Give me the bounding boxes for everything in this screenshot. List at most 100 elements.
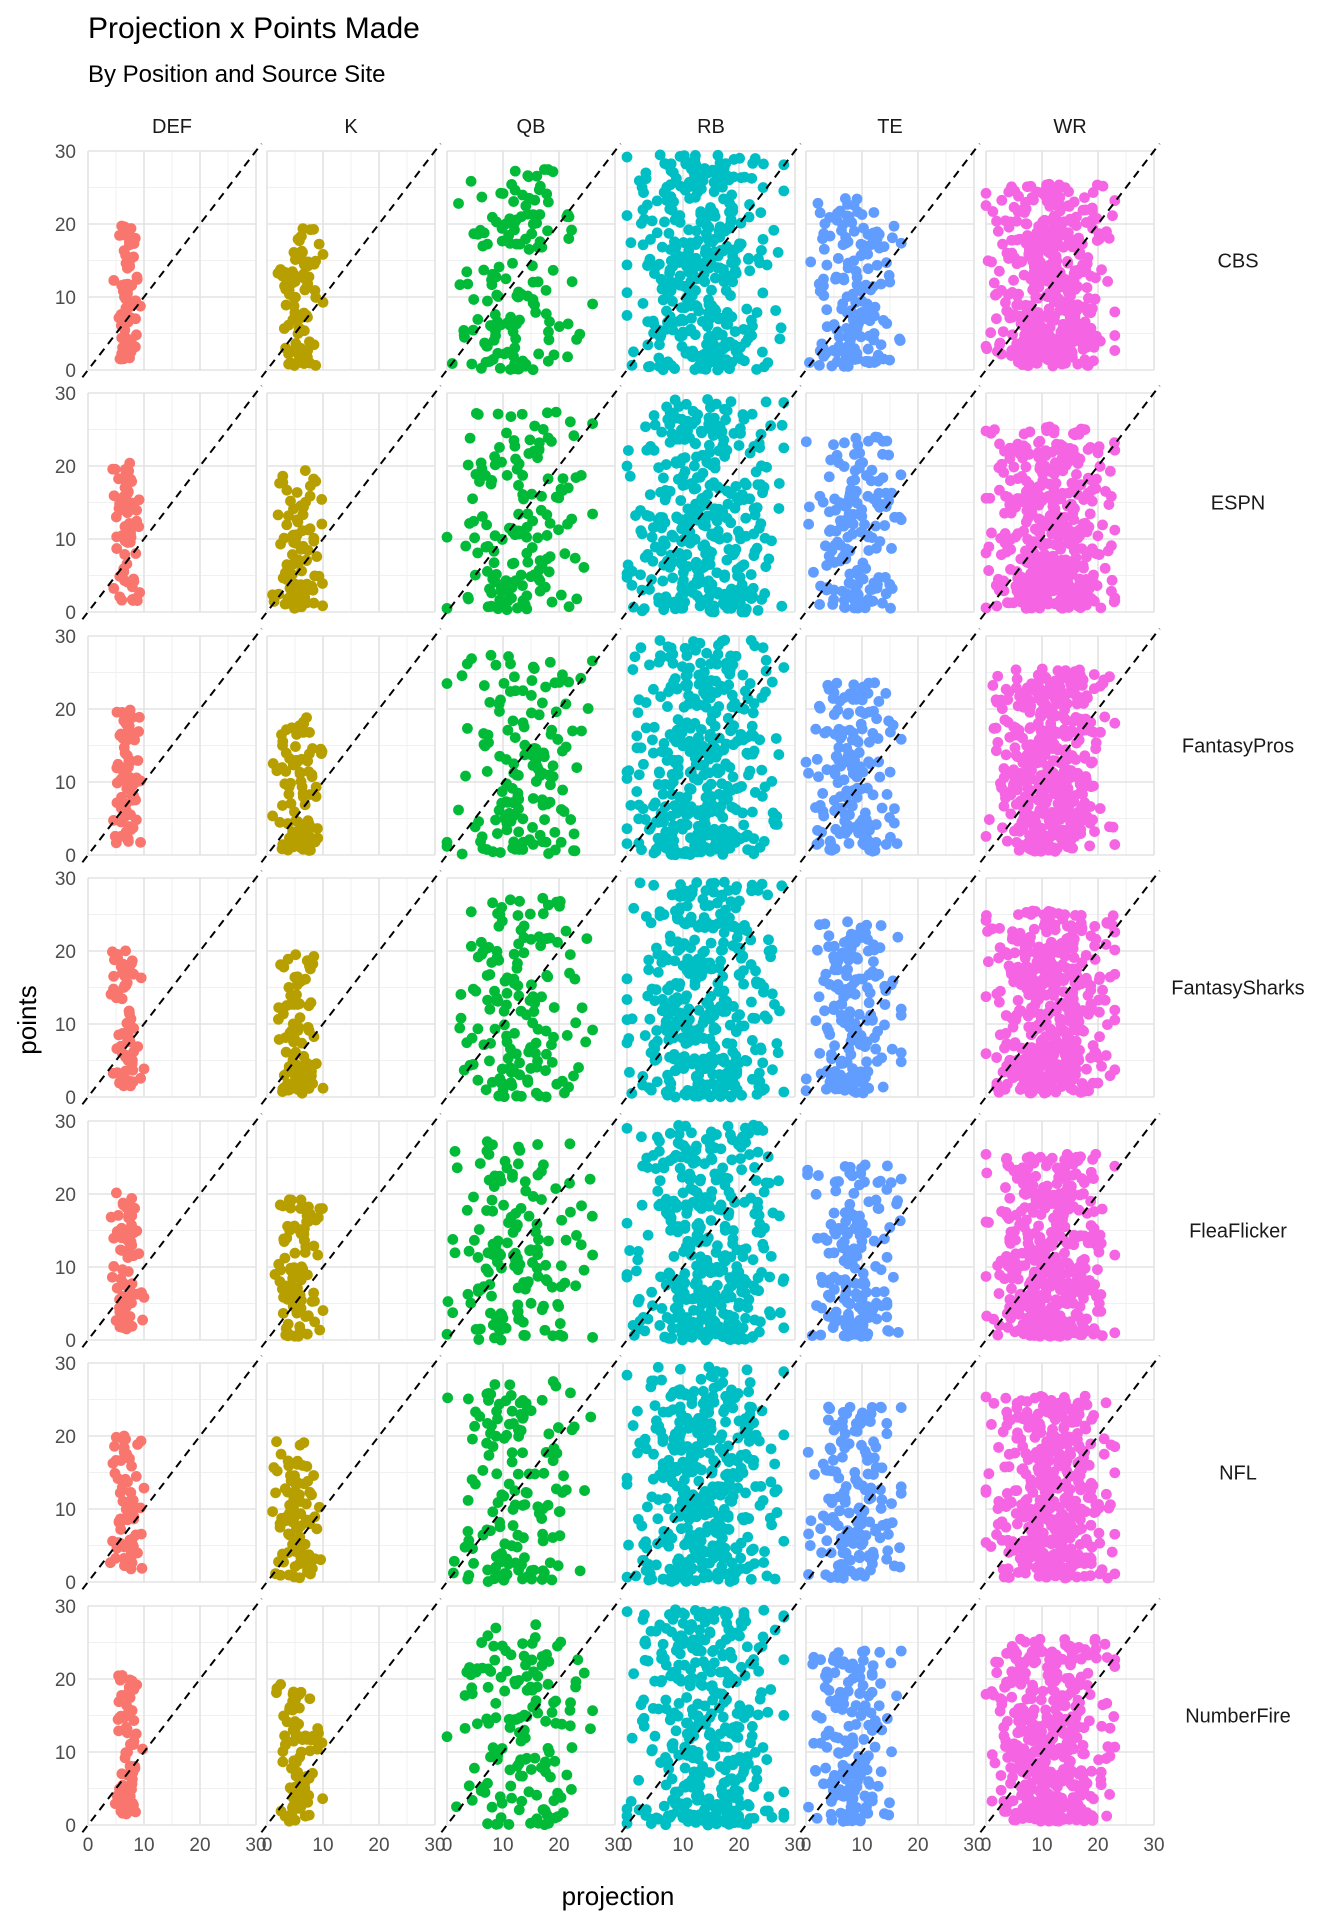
data-point-wr: [1028, 195, 1039, 206]
data-point-wr: [1016, 256, 1027, 267]
data-point-rb: [639, 603, 650, 614]
panel-cbs-k: [261, 144, 440, 378]
data-point-qb: [505, 658, 516, 669]
data-point-te: [814, 1048, 825, 1059]
data-point-wr: [1081, 552, 1092, 563]
data-point-rb: [669, 363, 680, 374]
data-point-rb: [622, 260, 633, 271]
data-point-def: [124, 772, 135, 783]
data-point-wr: [1103, 499, 1114, 510]
data-point-rb: [721, 285, 732, 296]
data-point-qb: [490, 576, 501, 587]
data-point-qb: [477, 463, 488, 474]
data-point-qb: [565, 949, 576, 960]
data-point-rb: [652, 1036, 663, 1047]
panel-fantasypros-wr: [980, 629, 1159, 863]
data-point-qb: [533, 1024, 544, 1035]
data-point-te: [855, 706, 866, 717]
data-point-te: [825, 231, 836, 242]
data-point-rb: [651, 844, 662, 855]
data-point-te: [813, 198, 824, 209]
data-point-def: [122, 537, 133, 548]
data-point-rb: [622, 973, 633, 984]
data-point-rb: [622, 210, 633, 221]
data-point-rb: [676, 314, 687, 325]
data-point-te: [883, 450, 894, 461]
data-point-qb: [497, 236, 508, 247]
data-point-wr: [1082, 282, 1093, 293]
data-point-te: [814, 491, 825, 502]
data-point-wr: [987, 680, 998, 691]
data-point-wr: [1017, 496, 1028, 507]
data-point-qb: [517, 813, 528, 824]
data-point-te: [829, 540, 840, 551]
data-point-te: [832, 208, 843, 219]
data-point-rb: [661, 401, 672, 412]
data-point-qb: [456, 1013, 467, 1024]
data-point-k: [306, 997, 317, 1008]
data-point-te: [839, 520, 850, 531]
data-point-qb: [546, 729, 557, 740]
data-point-def: [113, 759, 124, 770]
data-point-rb: [641, 723, 652, 734]
data-point-rb: [710, 168, 721, 179]
data-point-k: [283, 573, 294, 584]
data-point-qb: [482, 296, 493, 307]
data-point-wr: [1067, 810, 1078, 821]
data-point-qb: [505, 364, 516, 375]
data-point-qb: [527, 516, 538, 527]
y-tick-label: 30: [55, 384, 76, 405]
data-point-rb: [627, 664, 638, 675]
data-point-rb: [659, 217, 670, 228]
data-point-rb: [633, 813, 644, 824]
data-point-qb: [539, 164, 550, 175]
data-point-qb: [581, 933, 592, 944]
data-point-qb: [569, 828, 580, 839]
data-point-qb: [476, 363, 487, 374]
data-point-qb: [498, 1085, 509, 1096]
data-point-te: [874, 502, 885, 513]
data-point-rb: [675, 879, 686, 890]
data-point-wr: [1003, 307, 1014, 318]
data-point-rb: [662, 701, 673, 712]
data-point-wr: [1057, 440, 1068, 451]
data-point-rb: [714, 512, 725, 523]
data-point-qb: [509, 1066, 520, 1077]
data-point-rb: [713, 421, 724, 432]
data-point-qb: [466, 359, 477, 370]
data-point-rb: [704, 440, 715, 451]
data-point-te: [810, 724, 821, 735]
data-point-te: [885, 727, 896, 738]
data-point-wr: [989, 278, 1000, 289]
data-point-rb: [761, 655, 772, 666]
data-point-te: [810, 802, 821, 813]
data-point-te: [824, 506, 835, 517]
data-point-wr: [1062, 828, 1073, 839]
data-point-wr: [1109, 525, 1120, 536]
data-point-rb: [634, 769, 645, 780]
data-point-rb: [653, 779, 664, 790]
data-point-qb: [554, 901, 565, 912]
data-point-te: [828, 345, 839, 356]
data-point-rb: [693, 733, 704, 744]
data-point-qb: [482, 995, 493, 1006]
data-point-k: [280, 284, 291, 295]
data-point-def: [125, 809, 136, 820]
data-point-rb: [717, 812, 728, 823]
data-point-wr: [1002, 836, 1013, 847]
data-point-qb: [546, 1039, 557, 1050]
data-point-def: [131, 329, 142, 340]
data-point-rb: [694, 843, 705, 854]
data-point-qb: [442, 678, 453, 689]
data-point-rb: [659, 738, 670, 749]
data-point-qb: [510, 185, 521, 196]
data-point-te: [874, 772, 885, 783]
data-point-rb: [659, 909, 670, 920]
data-point-te: [849, 449, 860, 460]
data-point-wr: [1109, 839, 1120, 850]
data-point-wr: [1033, 437, 1044, 448]
y-axis-label: points: [12, 985, 42, 1054]
data-point-wr: [1047, 554, 1058, 565]
column-strip-label-k: K: [344, 116, 358, 138]
data-point-wr: [994, 485, 1005, 496]
